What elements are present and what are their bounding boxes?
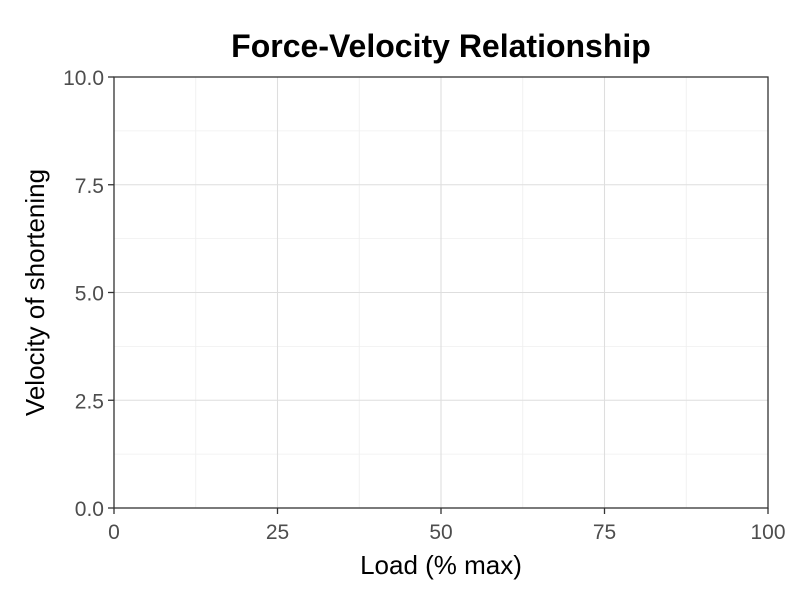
- x-tick-label: 75: [593, 521, 616, 544]
- chart-title: Force-Velocity Relationship: [231, 28, 651, 64]
- x-tick-label: 50: [429, 521, 452, 544]
- y-axis-label: Velocity of shortening: [20, 169, 50, 416]
- y-tick-label: 0.0: [75, 498, 104, 521]
- y-tick-label: 2.5: [75, 390, 104, 413]
- x-axis-label: Load (% max): [360, 550, 522, 580]
- y-tick-label: 10.0: [63, 67, 104, 90]
- x-tick-label: 100: [750, 521, 785, 544]
- y-tick-label: 5.0: [75, 283, 104, 306]
- y-tick-label: 7.5: [75, 175, 104, 198]
- grid-layer: [113, 76, 769, 509]
- x-tick-label: 25: [266, 521, 289, 544]
- tick-layer: 0 25 50 75 100 0.0 2.5 5.0 7.5 10.0: [63, 67, 785, 544]
- x-tick-label: 0: [108, 521, 120, 544]
